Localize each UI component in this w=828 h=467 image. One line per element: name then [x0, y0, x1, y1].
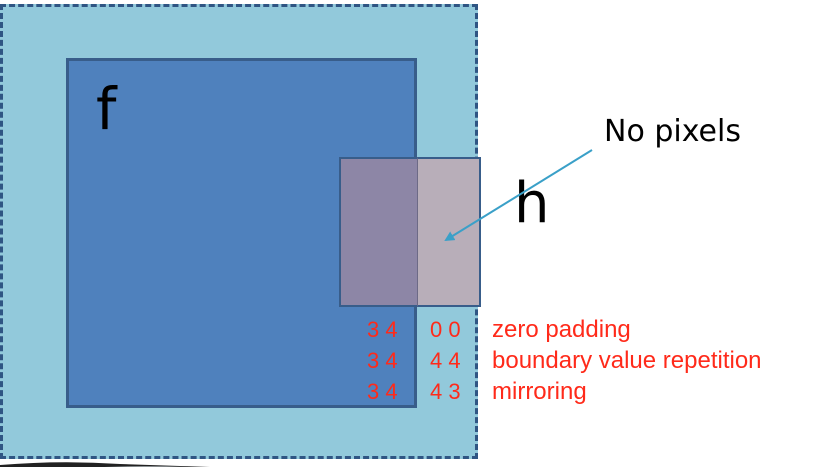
no-pixels-label: No pixels [604, 114, 741, 149]
row-outside-values: 4 4 [430, 348, 461, 373]
method-boundary-repetition: boundary value repetition [492, 347, 762, 374]
method-zero-padding: zero padding [492, 316, 631, 343]
row-outside-values: 4 3 [430, 379, 461, 404]
method-mirroring: mirroring [492, 378, 587, 405]
row-inside-values: 3 4 [367, 348, 398, 373]
row-outside-values: 0 0 [430, 317, 461, 342]
kernel-inside-part [339, 157, 417, 307]
slide-corner-shadow [0, 458, 240, 467]
kernel-outside-part [417, 157, 481, 307]
row-inside-values: 3 4 [367, 379, 398, 404]
row-inside-values: 3 4 [367, 317, 398, 342]
kernel-label: h [514, 171, 550, 236]
image-label: f [96, 75, 117, 143]
